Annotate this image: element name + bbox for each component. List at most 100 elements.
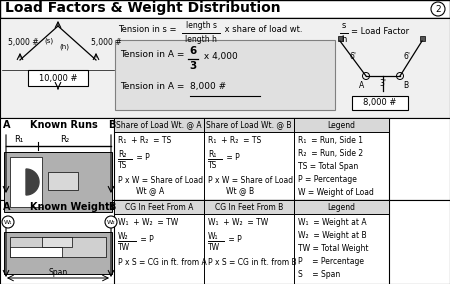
Text: P x W = Share of Load: P x W = Share of Load — [208, 176, 293, 185]
Bar — [294, 200, 389, 214]
Text: A: A — [3, 202, 10, 212]
Bar — [204, 200, 294, 214]
Text: W₂: W₂ — [107, 220, 115, 224]
Text: = P: = P — [138, 235, 154, 244]
Text: W₂: W₂ — [118, 232, 129, 241]
Text: R₁  + R₂  = TS: R₁ + R₂ = TS — [118, 136, 171, 145]
Text: TW = Total Weight: TW = Total Weight — [298, 244, 369, 253]
Text: Legend: Legend — [328, 120, 356, 130]
Text: W₂  = Weight at B: W₂ = Weight at B — [298, 231, 367, 240]
Text: CG In Feet From A: CG In Feet From A — [125, 202, 193, 212]
Text: x 4,000: x 4,000 — [201, 52, 238, 61]
Bar — [114, 200, 204, 214]
Circle shape — [105, 216, 117, 228]
Bar — [28, 70, 88, 86]
Text: 6: 6 — [189, 46, 197, 56]
Text: B: B — [108, 202, 115, 212]
Bar — [42, 237, 72, 247]
Text: CG In Feet From B: CG In Feet From B — [215, 202, 283, 212]
Text: Load Factors & Weight Distribution: Load Factors & Weight Distribution — [5, 1, 281, 15]
Bar — [10, 247, 62, 257]
Text: TS: TS — [208, 161, 217, 170]
Text: 8,000 #: 8,000 # — [190, 82, 226, 91]
Bar — [10, 157, 42, 207]
Text: 5,000 #: 5,000 # — [91, 38, 122, 47]
Bar — [294, 118, 389, 132]
Text: P = Percentage: P = Percentage — [298, 175, 357, 184]
Bar — [4, 152, 112, 212]
Circle shape — [2, 216, 14, 228]
Text: W₁: W₁ — [4, 220, 12, 224]
Polygon shape — [26, 169, 39, 195]
Text: Share of Load Wt. @ B: Share of Load Wt. @ B — [206, 120, 292, 130]
Text: 10,000 #: 10,000 # — [39, 74, 77, 82]
Text: x share of load wt.: x share of load wt. — [222, 25, 302, 34]
Text: = P: = P — [226, 235, 242, 244]
Text: TS = Total Span: TS = Total Span — [298, 162, 358, 171]
Text: Tension in A =: Tension in A = — [120, 82, 187, 91]
Text: (s): (s) — [44, 38, 53, 45]
Bar — [114, 118, 389, 200]
Bar — [420, 36, 425, 41]
Text: A: A — [3, 120, 10, 130]
Bar — [48, 172, 78, 190]
Text: Wt @ B: Wt @ B — [226, 186, 254, 195]
Text: S    = Span: S = Span — [298, 270, 340, 279]
Text: Wt @ A: Wt @ A — [136, 186, 164, 195]
Text: TW: TW — [118, 243, 130, 252]
Text: R₂: R₂ — [60, 135, 69, 144]
Text: TW: TW — [208, 243, 220, 252]
Text: W₁  + W₂  = TW: W₁ + W₂ = TW — [208, 218, 268, 227]
Bar — [10, 237, 106, 257]
Bar — [0, 18, 450, 118]
Text: = P: = P — [134, 153, 150, 162]
Text: W₁  = Weight at A: W₁ = Weight at A — [298, 218, 367, 227]
Text: 6': 6' — [403, 52, 410, 61]
Text: P    = Percentage: P = Percentage — [298, 257, 364, 266]
Text: R₂: R₂ — [118, 150, 126, 159]
Text: W₁  + W₂  = TW: W₁ + W₂ = TW — [118, 218, 178, 227]
Bar — [114, 118, 204, 132]
Text: 3': 3' — [379, 79, 386, 88]
Text: P x S = CG in ft. from B: P x S = CG in ft. from B — [208, 258, 297, 267]
Text: s: s — [342, 21, 346, 30]
Text: 3: 3 — [189, 61, 197, 71]
Text: Known Runs: Known Runs — [30, 120, 98, 130]
Text: R₂  = Run, Side 2: R₂ = Run, Side 2 — [298, 149, 363, 158]
Bar — [204, 118, 294, 132]
Text: h: h — [341, 35, 346, 44]
Text: 2: 2 — [435, 5, 441, 14]
Text: B: B — [108, 120, 115, 130]
Text: length h: length h — [185, 35, 217, 44]
Text: Known Weights: Known Weights — [30, 202, 115, 212]
Text: P x W = Share of Load: P x W = Share of Load — [118, 176, 203, 185]
Text: Tension in A =: Tension in A = — [120, 50, 187, 59]
Text: Share of Load Wt. @ A: Share of Load Wt. @ A — [116, 120, 202, 130]
Text: length s: length s — [185, 21, 216, 30]
Text: = P: = P — [224, 153, 240, 162]
Bar — [352, 96, 408, 110]
Text: R₁: R₁ — [208, 150, 216, 159]
Text: Tension in s =: Tension in s = — [118, 25, 179, 34]
Bar — [0, 118, 450, 200]
Text: = Load Factor: = Load Factor — [351, 27, 409, 36]
Text: P x S = CG in ft. from A: P x S = CG in ft. from A — [118, 258, 207, 267]
Bar — [0, 200, 450, 284]
Bar — [115, 40, 335, 110]
Bar — [338, 36, 343, 41]
Text: W = Weight of Load: W = Weight of Load — [298, 188, 374, 197]
Bar — [4, 232, 112, 274]
Text: TS: TS — [118, 161, 127, 170]
Text: A: A — [359, 81, 364, 90]
Text: 8,000 #: 8,000 # — [363, 99, 397, 108]
Bar — [0, 0, 450, 18]
Text: 5,000 #: 5,000 # — [8, 38, 39, 47]
Bar — [114, 200, 389, 284]
Text: 6': 6' — [350, 52, 357, 61]
Text: R₁: R₁ — [14, 135, 23, 144]
Text: R₁  = Run, Side 1: R₁ = Run, Side 1 — [298, 136, 363, 145]
Text: (h): (h) — [59, 44, 69, 51]
Text: W₁: W₁ — [208, 232, 219, 241]
Text: R₁  + R₂  = TS: R₁ + R₂ = TS — [208, 136, 261, 145]
Text: Span: Span — [49, 268, 68, 277]
